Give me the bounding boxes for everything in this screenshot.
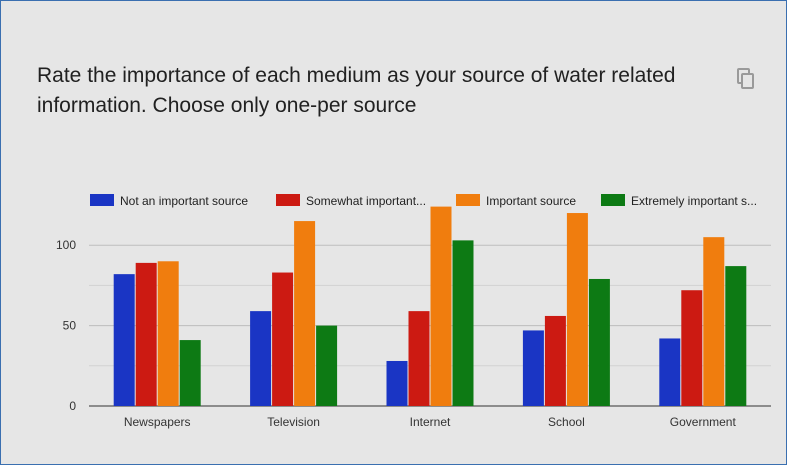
legend-label[interactable]: Somewhat important... — [306, 194, 426, 208]
legend-swatch — [601, 194, 625, 206]
grid-lines — [89, 244, 771, 407]
bar-school-series-1[interactable] — [522, 330, 544, 406]
x-category-label: Internet — [410, 415, 451, 429]
copy-icon[interactable] — [736, 67, 756, 91]
x-axis-labels: Newspapers Television Internet School Govern… — [124, 415, 737, 429]
legend: Not an important source Somewhat importan… — [90, 194, 757, 208]
y-axis-ticks: 0 50 100 — [56, 238, 76, 413]
bar-government-series-3[interactable] — [703, 237, 725, 406]
bar-school-series-2[interactable] — [544, 315, 566, 406]
bar-school-series-4[interactable] — [588, 278, 610, 406]
x-category-label: Newspapers — [124, 415, 191, 429]
bar-government-series-4[interactable] — [725, 266, 747, 406]
bar-internet-series-1[interactable] — [386, 360, 408, 406]
bar-newspapers-series-2[interactable] — [135, 262, 157, 406]
bar-newspapers-series-4[interactable] — [179, 340, 201, 406]
legend-swatch — [456, 194, 480, 206]
legend-label[interactable]: Extremely important s... — [631, 194, 757, 208]
bar-newspapers-series-3[interactable] — [157, 261, 179, 406]
legend-swatch — [90, 194, 114, 206]
question-title: Rate the importance of each medium as yo… — [37, 64, 676, 117]
bar-television-series-4[interactable] — [316, 325, 338, 406]
bar-government-series-2[interactable] — [681, 290, 703, 406]
bar-government-series-1[interactable] — [659, 338, 681, 406]
y-tick-label: 100 — [56, 238, 76, 252]
bar-internet-series-3[interactable] — [430, 206, 452, 406]
legend-label[interactable]: Not an important source — [120, 194, 248, 208]
bar-television-series-1[interactable] — [250, 311, 272, 406]
bar-television-series-3[interactable] — [294, 221, 316, 406]
bar-school-series-3[interactable] — [566, 213, 588, 406]
bar-television-series-2[interactable] — [272, 272, 294, 406]
bar-newspapers-series-1[interactable] — [113, 274, 135, 406]
bar-internet-series-2[interactable] — [408, 311, 430, 406]
y-tick-label: 0 — [69, 399, 76, 413]
x-category-label: Television — [267, 415, 320, 429]
x-category-label: Government — [670, 415, 737, 429]
legend-swatch — [276, 194, 300, 206]
x-category-label: School — [548, 415, 585, 429]
bars — [113, 206, 747, 406]
bar-internet-series-4[interactable] — [452, 240, 474, 406]
legend-label[interactable]: Important source — [486, 194, 576, 208]
y-tick-label: 50 — [63, 319, 77, 333]
